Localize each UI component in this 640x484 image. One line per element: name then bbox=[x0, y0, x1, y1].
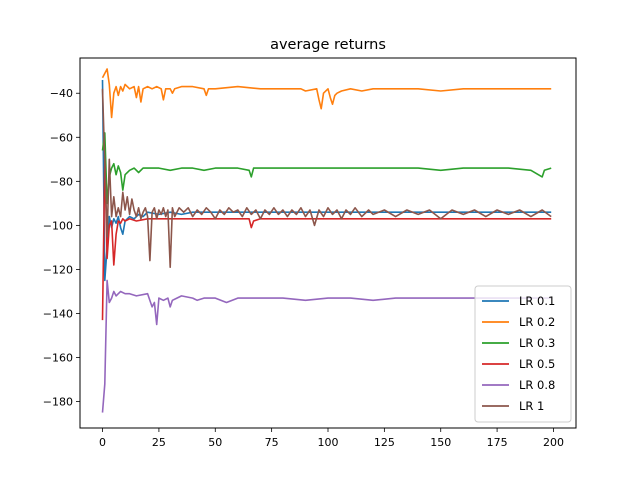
chart-title: average returns bbox=[270, 37, 386, 53]
x-tick-label: 50 bbox=[208, 436, 222, 449]
series-line-lr-1 bbox=[101, 88, 552, 268]
y-tick-label: −120 bbox=[43, 263, 73, 276]
legend-box bbox=[474, 285, 572, 423]
y-tick-label: −80 bbox=[50, 175, 73, 188]
series-line-lr-0-5 bbox=[101, 158, 552, 321]
series-line-lr-0-2 bbox=[101, 68, 552, 119]
legend-label-lr-0-5: LR 0.5 bbox=[519, 357, 555, 371]
y-tick-label: −100 bbox=[43, 219, 73, 232]
series-line-lr-0-3 bbox=[101, 132, 552, 205]
legend-label-lr-1: LR 1 bbox=[519, 399, 544, 413]
legend-label-lr-0-1: LR 0.1 bbox=[519, 294, 555, 308]
y-axis-ticks: −180 −160 −140 −120 −100 −80 −60 −40 bbox=[43, 87, 80, 409]
x-tick-label: 175 bbox=[487, 436, 508, 449]
x-tick-label: 100 bbox=[318, 436, 339, 449]
x-tick-label: 125 bbox=[374, 436, 395, 449]
axes-frame bbox=[79, 57, 577, 429]
x-tick-label: 25 bbox=[152, 436, 166, 449]
x-axis-ticks: 0 25 50 75 100 125 150 175 200 bbox=[99, 428, 564, 449]
x-tick-label: 150 bbox=[430, 436, 451, 449]
legend-label-lr-0-3: LR 0.3 bbox=[519, 336, 555, 350]
y-tick-label: −140 bbox=[43, 307, 73, 320]
x-tick-label: 75 bbox=[265, 436, 279, 449]
y-tick-label: −160 bbox=[43, 352, 73, 365]
x-tick-label: 0 bbox=[99, 436, 106, 449]
y-tick-label: −180 bbox=[43, 396, 73, 409]
y-tick-label: −40 bbox=[50, 87, 73, 100]
legend-label-lr-0-8: LR 0.8 bbox=[519, 378, 555, 392]
series-line-lr-0-8 bbox=[101, 279, 552, 413]
series-lines bbox=[101, 68, 552, 413]
y-tick-label: −60 bbox=[50, 131, 73, 144]
plot-area bbox=[101, 68, 552, 413]
legend-label-lr-0-2: LR 0.2 bbox=[519, 315, 555, 329]
x-tick-label: 200 bbox=[543, 436, 564, 449]
legend: LR 0.1 LR 0.2 LR 0.3 LR 0.5 LR 0.8 LR 1 bbox=[474, 285, 572, 423]
